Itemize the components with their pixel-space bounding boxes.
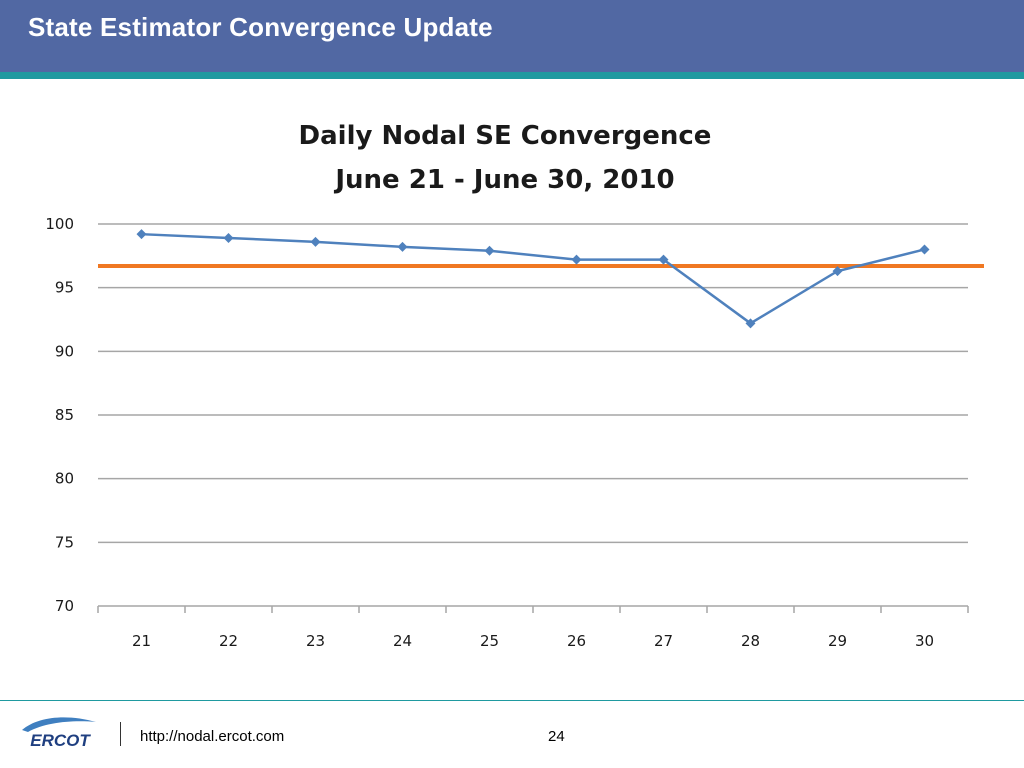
data-point — [397, 241, 408, 252]
data-point — [571, 254, 582, 265]
data-point — [136, 229, 147, 240]
ercot-logo: ERCOT — [22, 717, 96, 750]
convergence-series — [136, 229, 930, 329]
y-tick-label: 70 — [55, 597, 74, 615]
gridlines — [98, 223, 968, 544]
chart-title-line-1: Daily Nodal SE Convergence — [299, 121, 712, 151]
data-point — [919, 244, 930, 255]
data-point — [832, 266, 843, 277]
x-tick-label: 27 — [654, 632, 673, 650]
y-tick-label: 95 — [55, 279, 74, 297]
x-tick-label: 22 — [219, 632, 238, 650]
y-tick-label: 80 — [55, 470, 74, 488]
slide-title: State Estimator Convergence Update — [28, 12, 493, 42]
data-point — [484, 245, 495, 256]
series-line — [141, 232, 925, 325]
y-axis-tick-labels: 100 95 90 85 80 75 70 — [45, 215, 74, 615]
chart-title-line-2: June 21 - June 30, 2010 — [333, 165, 674, 195]
x-tick-label: 23 — [306, 632, 325, 650]
x-axis — [97, 605, 969, 613]
x-tick-label: 26 — [567, 632, 586, 650]
x-tick-label: 25 — [480, 632, 499, 650]
y-tick-label: 75 — [55, 533, 74, 551]
data-point — [745, 318, 756, 329]
footer-divider — [120, 722, 121, 746]
x-axis-tick-labels: 21 22 23 24 25 26 27 28 29 30 — [132, 632, 934, 650]
x-tick-label: 24 — [393, 632, 412, 650]
line-chart: Daily Nodal SE Convergence June 21 - Jun… — [45, 121, 984, 650]
data-point — [223, 233, 234, 244]
svg-text:ERCOT: ERCOT — [30, 731, 91, 750]
x-tick-label: 28 — [741, 632, 760, 650]
x-tick-label: 21 — [132, 632, 151, 650]
title-bar — [0, 0, 1024, 72]
footer-rule — [0, 700, 1024, 701]
data-point — [310, 236, 321, 247]
title-bar-stripe — [0, 72, 1024, 79]
x-tick-label: 30 — [915, 632, 934, 650]
y-tick-label: 90 — [55, 342, 74, 360]
x-tick-label: 29 — [828, 632, 847, 650]
y-tick-label: 100 — [45, 215, 74, 233]
footer-url[interactable]: http://nodal.ercot.com — [140, 728, 285, 745]
y-tick-label: 85 — [55, 406, 74, 424]
page-number: 24 — [548, 728, 565, 745]
